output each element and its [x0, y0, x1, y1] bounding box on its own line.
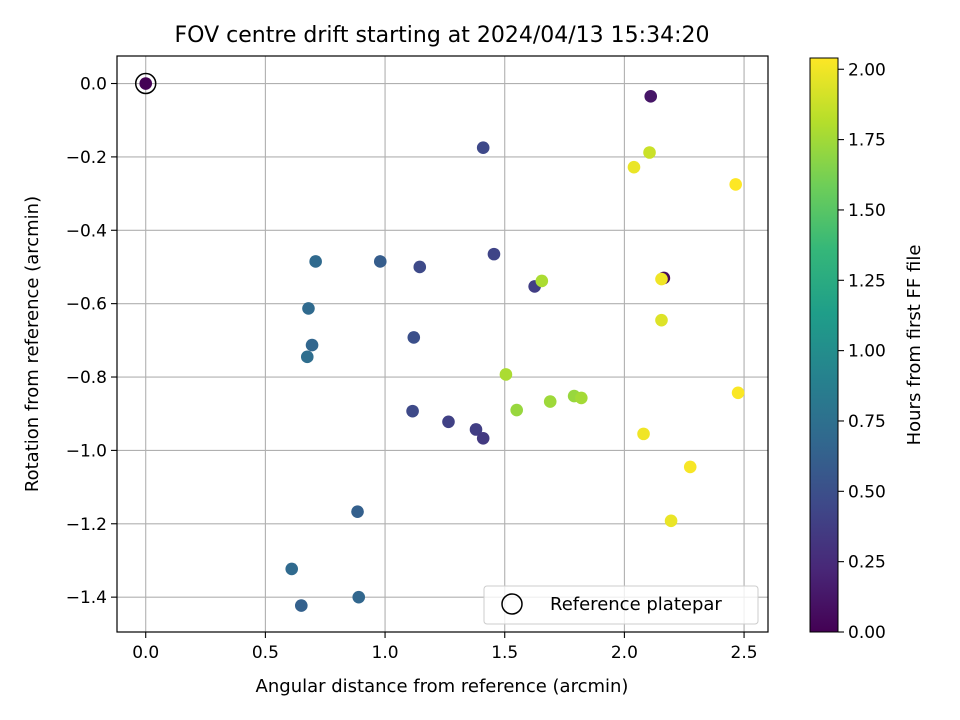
- y-tick-label: −0.4: [66, 221, 107, 241]
- y-tick-label: −0.2: [66, 148, 107, 168]
- colorbar-tick-label: 2.00: [848, 60, 886, 80]
- legend-marker-icon: [501, 593, 523, 615]
- x-tick-label: 2.0: [611, 643, 638, 663]
- chart-title: FOV centre drift starting at 2024/04/13 …: [175, 23, 710, 48]
- data-point: [729, 178, 742, 191]
- data-point: [664, 514, 678, 528]
- data-point: [351, 505, 364, 518]
- x-tick-label: 0.0: [132, 643, 159, 663]
- colorbar-tick-label: 0.25: [848, 553, 886, 573]
- y-tick-label: −0.8: [66, 368, 107, 388]
- data-point: [305, 338, 319, 352]
- data-point: [510, 403, 523, 417]
- y-tick-label: −1.4: [66, 588, 107, 608]
- colorbar-tick-label: 0.75: [848, 412, 886, 432]
- data-point: [655, 272, 668, 286]
- data-point: [487, 247, 501, 261]
- data-point: [352, 590, 366, 604]
- colorbar-tick-label: 1.25: [848, 271, 886, 291]
- data-point: [139, 77, 153, 90]
- data-point: [683, 460, 697, 474]
- plot-frame: [116, 55, 769, 633]
- colorbar-ticks: 0.00 0.25 0.50 0.75 1.00 1.25 1.50 1.75 2.00: [838, 60, 886, 643]
- y-tick-label: −0.6: [66, 295, 107, 315]
- data-point: [637, 427, 650, 441]
- data-point: [413, 260, 427, 274]
- data-point: [285, 562, 299, 576]
- data-point: [627, 160, 641, 174]
- data-point: [294, 599, 308, 612]
- data-point: [407, 331, 421, 344]
- data-point: [535, 274, 549, 288]
- data-point: [575, 391, 588, 405]
- colorbar-tick-label: 0.50: [848, 482, 886, 502]
- data-point: [469, 423, 483, 436]
- colorbar-tick-label: 0.00: [848, 623, 886, 643]
- legend-box: [483, 585, 759, 625]
- y-tick-label: −1.2: [66, 515, 107, 535]
- colorbar-tick-label: 1.75: [848, 131, 886, 151]
- data-point: [655, 313, 668, 327]
- data-point: [543, 395, 557, 408]
- x-tick-label: 0.5: [252, 643, 279, 663]
- x-tick-label: 1.5: [491, 643, 518, 663]
- data-point: [476, 431, 490, 445]
- reference-marker: [134, 72, 157, 95]
- scatter-points: [134, 72, 745, 612]
- y-axis-label: Rotation from reference (arcmin): [22, 196, 43, 492]
- y-tick-label: −1.0: [66, 441, 107, 461]
- x-tick-label: 2.5: [731, 643, 758, 663]
- legend: Reference platepar: [483, 585, 759, 625]
- data-point: [644, 90, 658, 103]
- data-point: [302, 302, 315, 315]
- data-point: [300, 350, 314, 364]
- colorbar-label: Hours from first FF file: [904, 245, 925, 446]
- colorbar-tick-label: 1.50: [848, 201, 886, 221]
- data-point: [442, 415, 455, 429]
- data-point: [643, 146, 656, 159]
- data-point: [476, 141, 490, 155]
- data-point: [406, 404, 419, 418]
- data-point: [309, 255, 322, 268]
- colorbar: [809, 57, 839, 633]
- grid: [117, 56, 768, 632]
- x-axis-ticks: 0.0 0.5 1.0 1.5 2.0 2.5: [132, 632, 758, 663]
- legend-label: Reference platepar: [550, 594, 722, 615]
- data-point: [499, 368, 513, 381]
- data-point: [373, 255, 387, 268]
- y-tick-label: 0.0: [80, 75, 107, 95]
- x-tick-label: 1.0: [372, 643, 399, 663]
- colorbar-tick-label: 1.00: [848, 342, 886, 362]
- y-axis-ticks: 0.0 −0.2 −0.4 −0.6 −0.8 −1.0 −1.2 −1.4: [66, 75, 117, 608]
- x-axis-label: Angular distance from reference (arcmin): [256, 676, 629, 697]
- data-point: [731, 386, 745, 400]
